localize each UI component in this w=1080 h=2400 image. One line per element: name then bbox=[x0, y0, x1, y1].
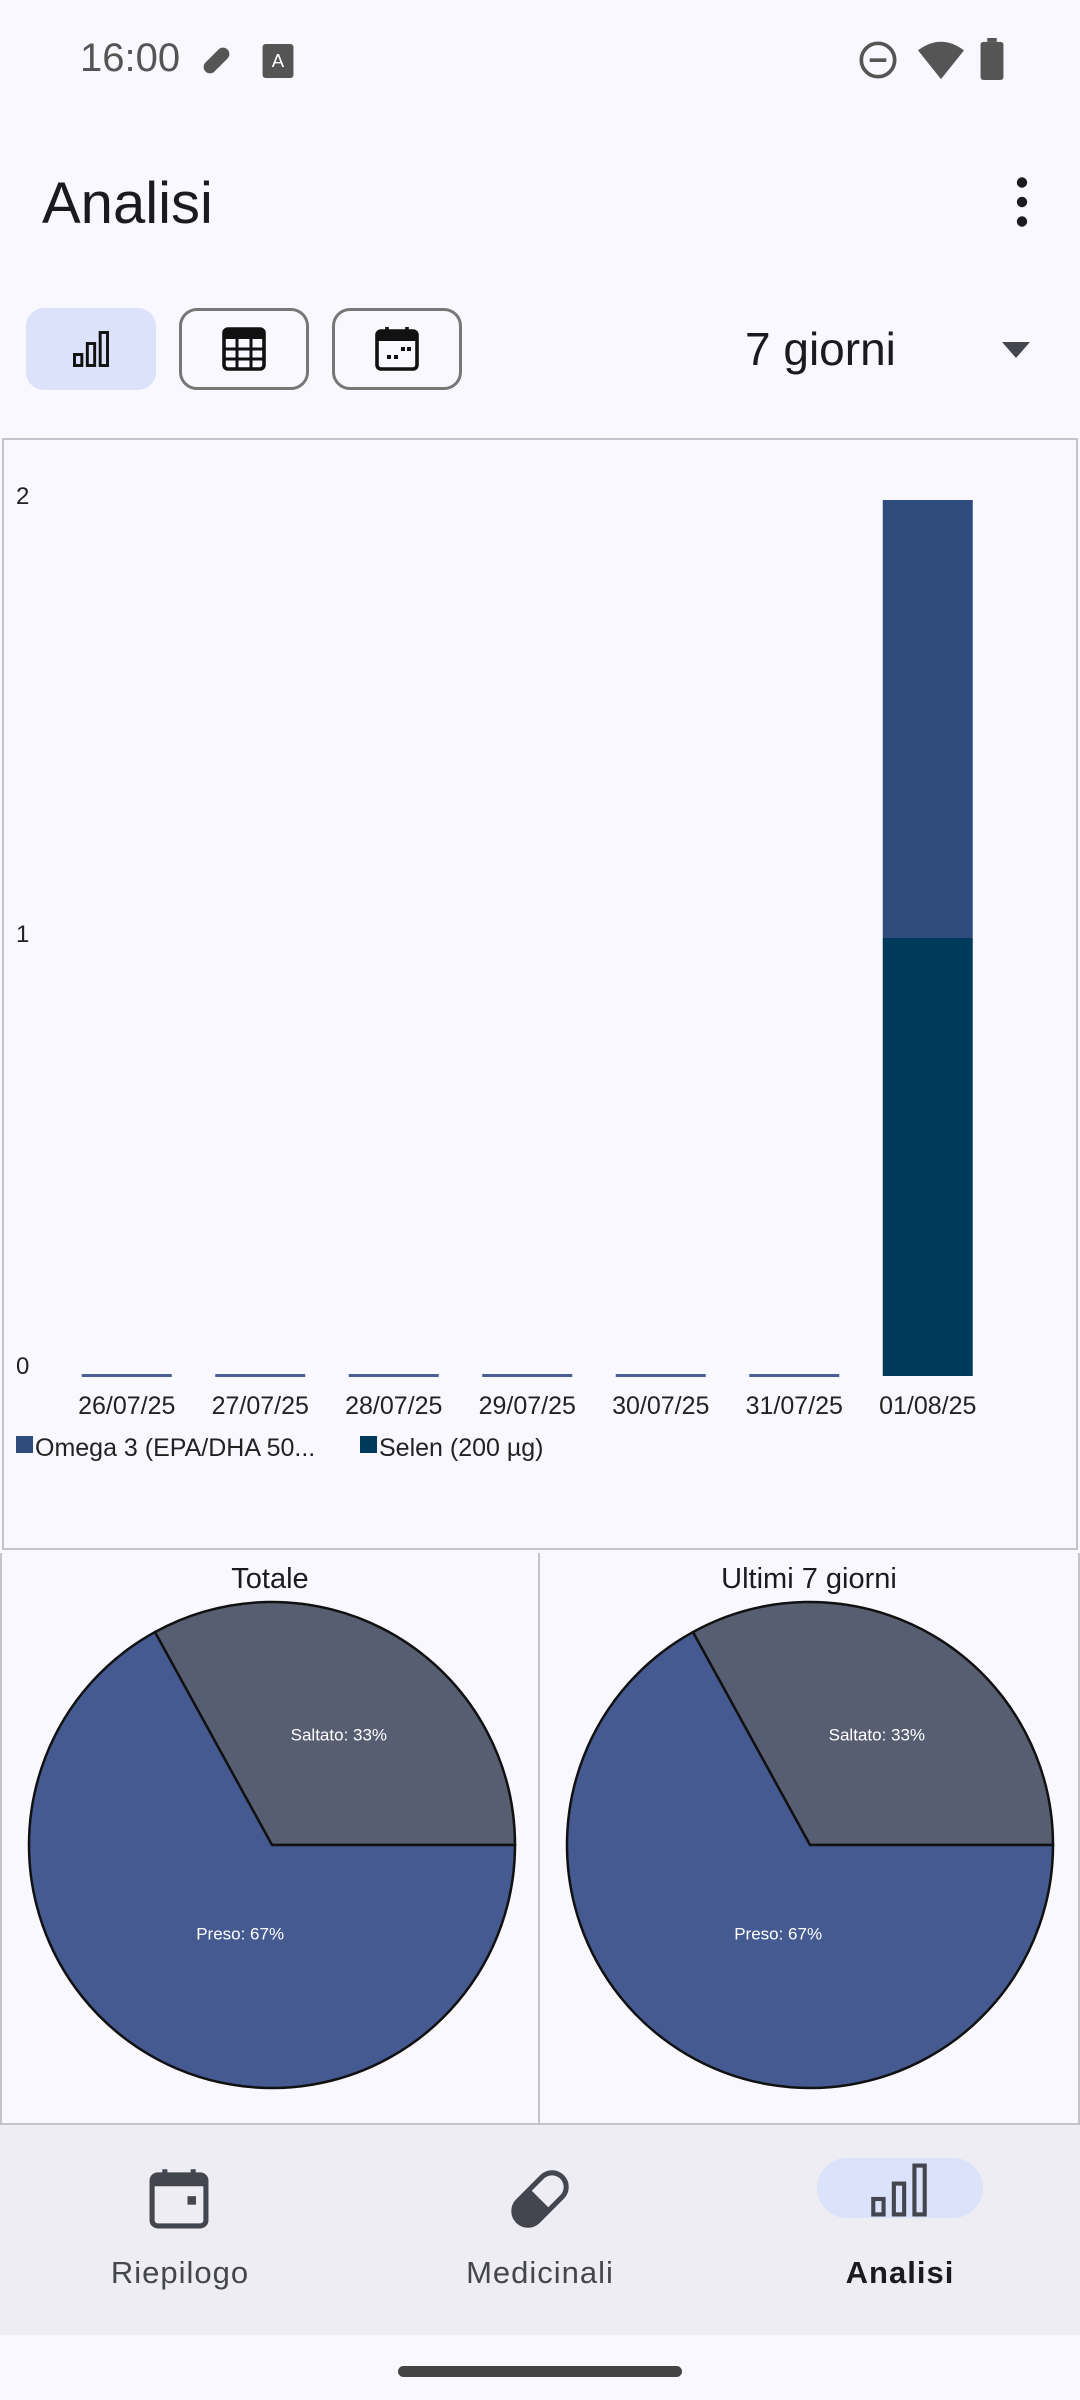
pie-label: Saltato: 33% bbox=[829, 1725, 925, 1744]
x-tick-label: 29/07/25 bbox=[479, 1392, 576, 1420]
bar-chart-card: 0 1 2 26/07/25 27/07/25 28/07/25 29/07/25 30/07… bbox=[2, 438, 1078, 1550]
bar-chart-icon bbox=[871, 2163, 927, 2217]
status-time: 16:00 bbox=[80, 36, 181, 80]
nav-riepilogo[interactable]: Riepilogo bbox=[0, 2125, 360, 2335]
pie-slice bbox=[27, 1630, 517, 2090]
calendar-icon bbox=[375, 327, 419, 371]
y-tick-label: 2 bbox=[16, 483, 29, 510]
pie-label: Preso: 67% bbox=[196, 1925, 284, 1944]
table-icon bbox=[222, 327, 266, 371]
bar-zero bbox=[615, 1374, 706, 1377]
do-not-disturb-icon bbox=[859, 41, 897, 79]
pie-slice bbox=[565, 1630, 1055, 2090]
x-tick-label: 26/07/25 bbox=[78, 1392, 175, 1420]
nav-analisi[interactable]: Analisi bbox=[720, 2125, 1080, 2335]
pie-card-totale: Totale Saltato: 33% Preso: 67% bbox=[0, 1553, 540, 2125]
bar-chart: 0 1 2 26/07/25 27/07/25 28/07/25 29/07/25 30/07… bbox=[16, 483, 976, 1462]
svg-text:A: A bbox=[272, 50, 285, 71]
nav-medicinali[interactable]: Medicinali bbox=[360, 2125, 720, 2335]
bar-zero bbox=[215, 1374, 306, 1377]
bar-chart-icon bbox=[73, 331, 109, 367]
pie-title: Totale bbox=[231, 1563, 309, 1595]
more-options-icon[interactable] bbox=[1006, 176, 1038, 228]
legend-label: Selen (200 µg) bbox=[379, 1434, 544, 1462]
pie-chart-totale: Saltato: 33% Preso: 67% bbox=[27, 1600, 517, 2090]
x-tick-label: 30/07/25 bbox=[612, 1392, 709, 1420]
pie-slice bbox=[691, 1600, 1055, 1847]
wifi-icon bbox=[918, 41, 964, 80]
y-tick-label: 1 bbox=[16, 921, 29, 948]
pie-title: Ultimi 7 giorni bbox=[721, 1563, 897, 1595]
table-view-button[interactable] bbox=[179, 308, 309, 390]
x-tick-label: 01/08/25 bbox=[879, 1392, 976, 1420]
page-title: Analisi bbox=[42, 171, 213, 236]
pie-label: Saltato: 33% bbox=[291, 1725, 387, 1744]
legend-label: Omega 3 (EPA/DHA 50... bbox=[35, 1434, 315, 1462]
pie-slice bbox=[153, 1600, 517, 1847]
active-indicator bbox=[817, 2158, 983, 2218]
legend-swatch bbox=[16, 1436, 33, 1453]
pill-icon bbox=[511, 2170, 569, 2228]
nav-label: Riepilogo bbox=[110, 2255, 250, 2290]
dropdown-arrow-icon[interactable] bbox=[1002, 342, 1030, 358]
pie-label: Preso: 67% bbox=[734, 1925, 822, 1944]
bar-zero bbox=[348, 1374, 439, 1377]
bar-zero bbox=[81, 1374, 172, 1377]
bar-chart-view-button[interactable] bbox=[26, 308, 156, 390]
calendar-view-button[interactable] bbox=[332, 308, 462, 390]
keyboard-notification-icon: A bbox=[262, 44, 294, 78]
nav-label: Medicinali bbox=[466, 2255, 614, 2290]
nav-label: Analisi bbox=[845, 2255, 955, 2290]
pie-chart-ultimi: Saltato: 33% Preso: 67% bbox=[565, 1600, 1055, 2090]
legend-swatch bbox=[360, 1436, 377, 1453]
x-tick-label: 28/07/25 bbox=[345, 1392, 442, 1420]
bar-zero bbox=[482, 1374, 573, 1377]
bar-zero bbox=[749, 1374, 840, 1377]
bar-segment bbox=[882, 500, 973, 938]
home-indicator[interactable] bbox=[398, 2366, 682, 2377]
range-dropdown[interactable]: 7 giorni bbox=[745, 323, 896, 375]
pill-notification-icon bbox=[203, 47, 230, 74]
x-tick-label: 31/07/25 bbox=[746, 1392, 843, 1420]
bottom-navigation: Riepilogo Medicinali Analisi bbox=[0, 2125, 1080, 2335]
x-tick-label: 27/07/25 bbox=[212, 1392, 309, 1420]
pie-card-ultimi: Ultimi 7 giorni Saltato: 33% Preso: 67% bbox=[540, 1553, 1080, 2125]
y-tick-label: 0 bbox=[16, 1353, 29, 1380]
battery-icon bbox=[980, 38, 1004, 80]
calendar-icon bbox=[149, 2169, 209, 2229]
bar-segment bbox=[882, 938, 973, 1376]
